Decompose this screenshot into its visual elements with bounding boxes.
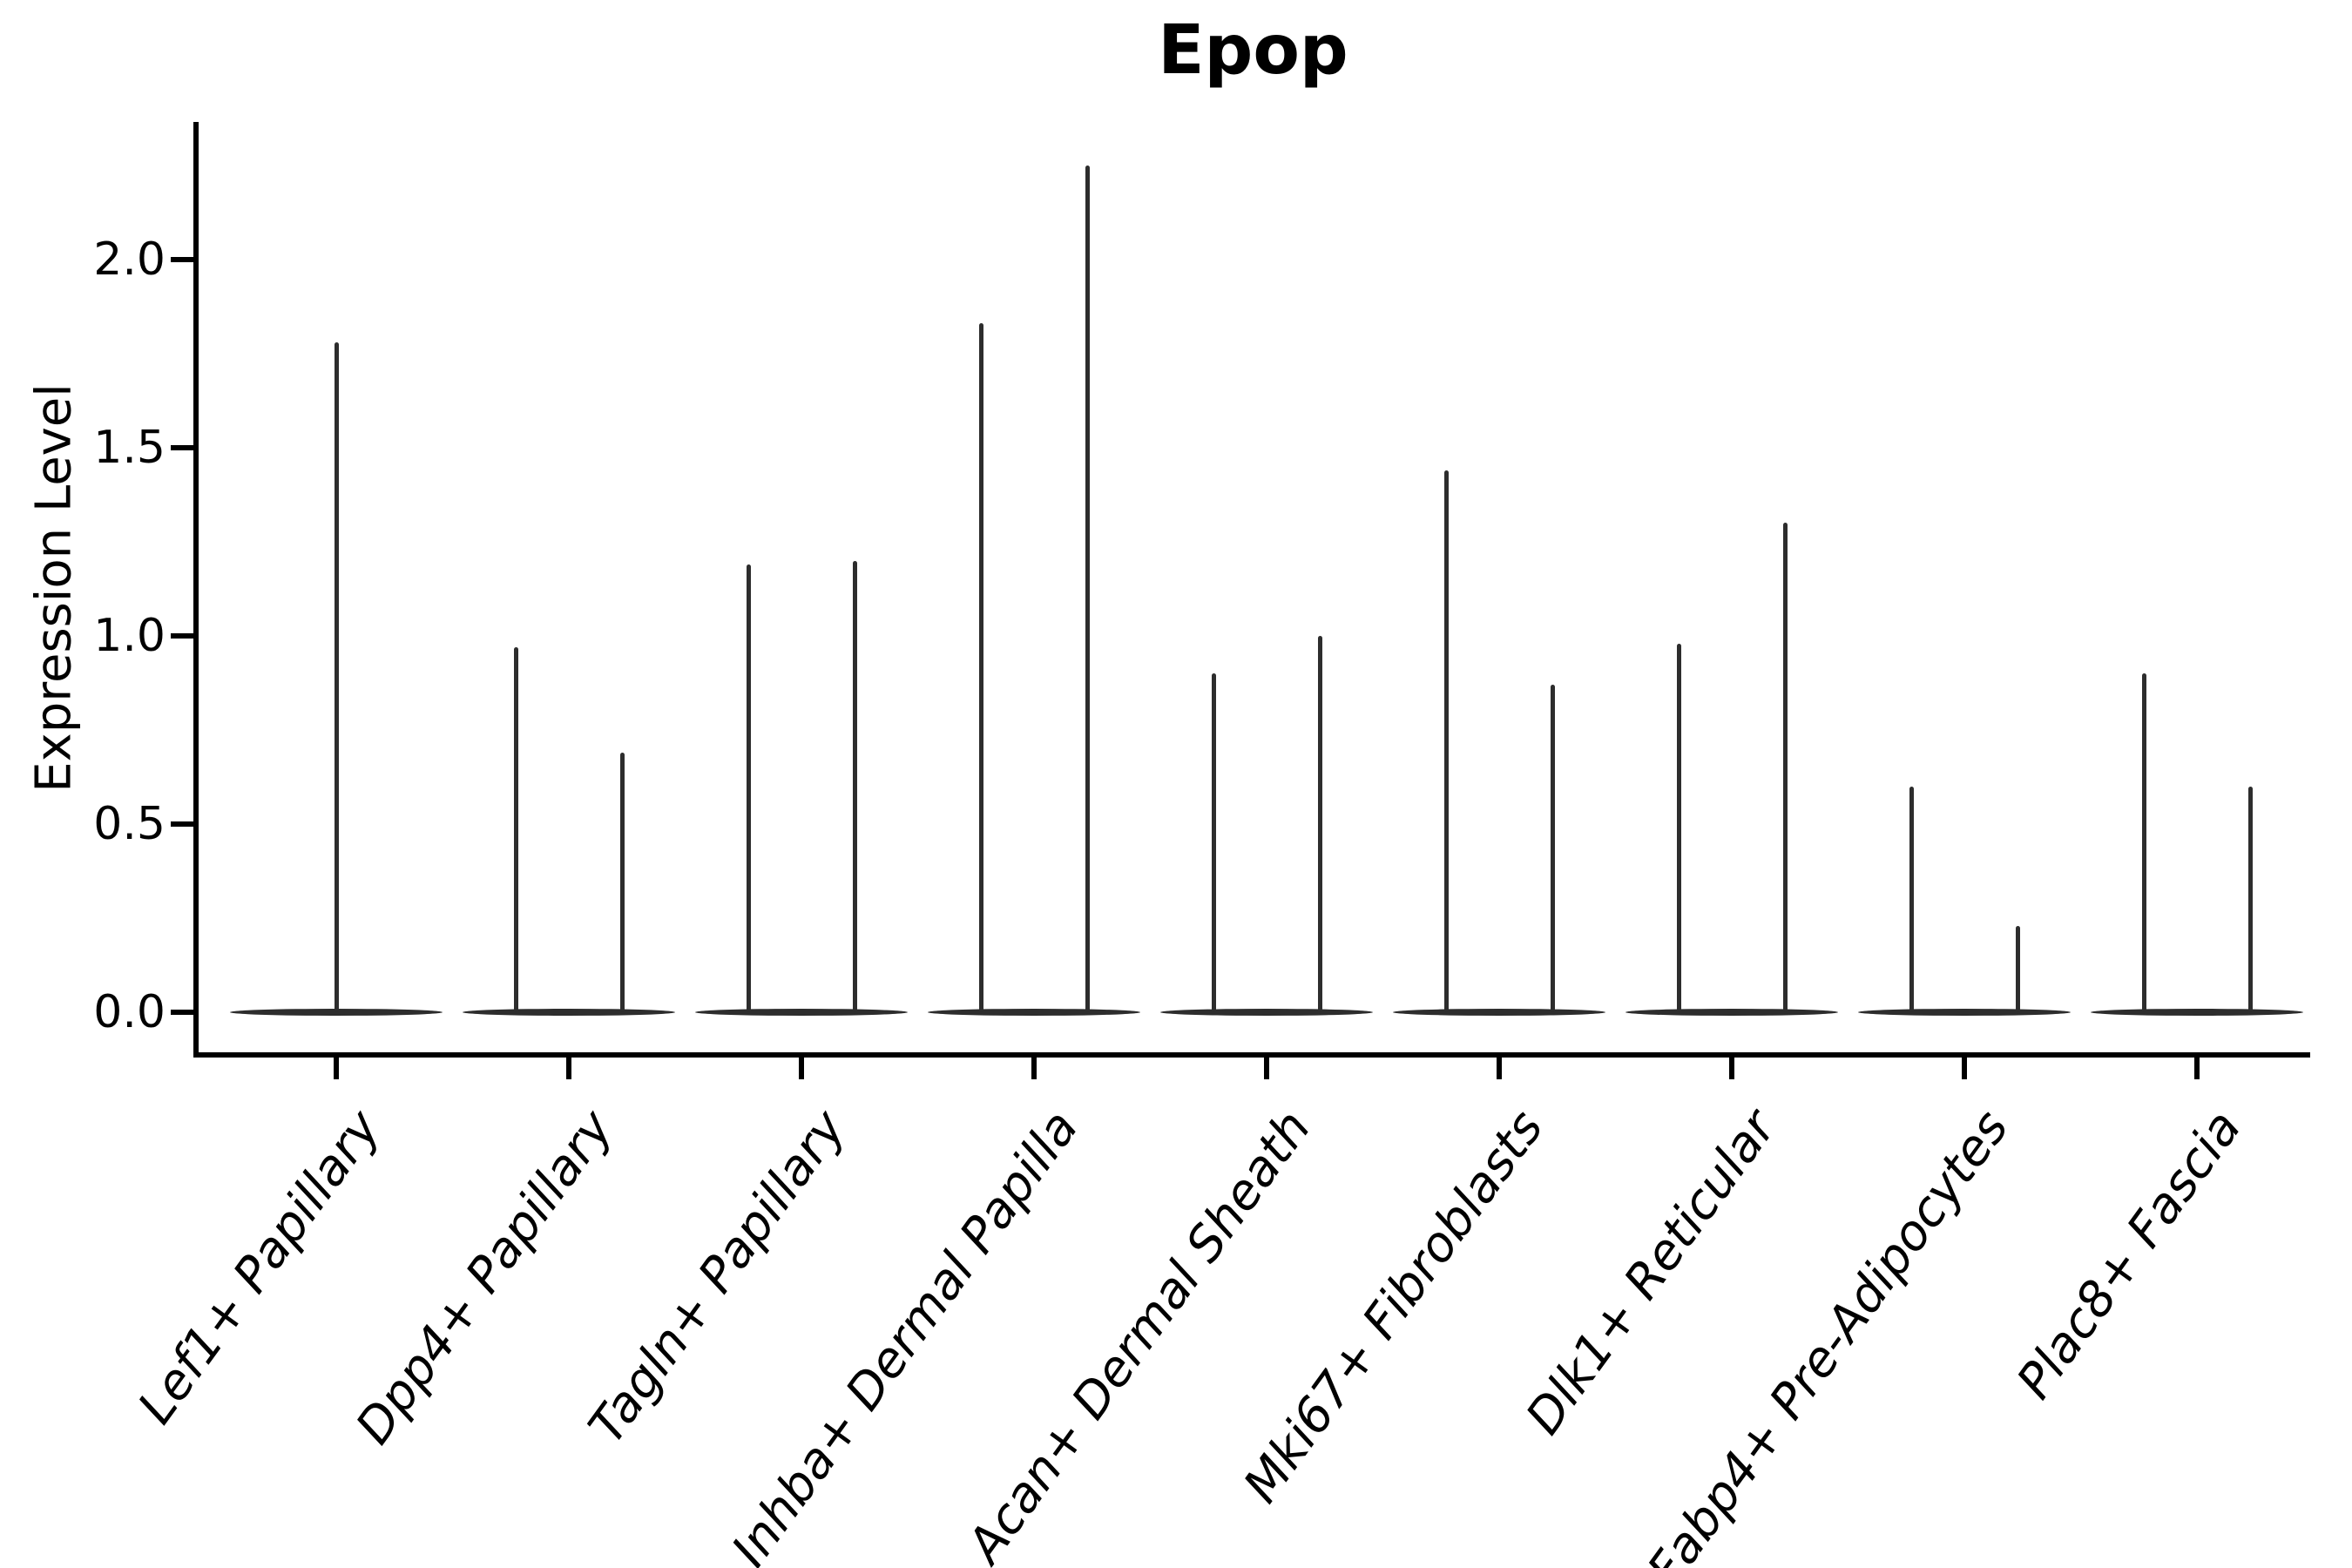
violin-spike <box>619 752 625 1012</box>
violin-spike <box>1782 523 1788 1012</box>
x-tick <box>1031 1058 1037 1079</box>
violin-spike <box>334 342 339 1012</box>
violin-spike <box>1317 636 1322 1012</box>
x-tick-label: Tagln+ Papillary <box>578 1100 857 1455</box>
violin-spike <box>1909 786 1914 1012</box>
y-tick-label: 0.5 <box>93 798 166 850</box>
violin-spike <box>2247 786 2253 1012</box>
violin-spike <box>513 646 518 1012</box>
y-tick <box>171 633 193 639</box>
x-tick-label: Lef1+ Papillary <box>127 1100 392 1435</box>
y-tick-label: 1.0 <box>93 610 166 662</box>
x-tick-label: Dlk1+ Reticular <box>1515 1100 1788 1445</box>
violin-spike <box>1676 643 1681 1012</box>
violin-spike <box>1550 685 1555 1012</box>
x-axis-spine <box>193 1052 2310 1058</box>
violin-spike <box>852 560 857 1012</box>
x-tick <box>799 1058 804 1079</box>
violin-base <box>695 1009 908 1016</box>
violin-base <box>928 1009 1140 1016</box>
violin-spike <box>978 323 983 1012</box>
y-tick-label: 1.5 <box>93 422 166 474</box>
violin-base <box>1625 1009 1838 1016</box>
x-tick <box>1729 1058 1734 1079</box>
x-tick <box>2194 1058 2200 1079</box>
y-axis-spine <box>193 122 199 1058</box>
y-tick <box>171 257 193 262</box>
violin-base <box>1160 1009 1373 1016</box>
x-tick <box>1962 1058 1967 1079</box>
x-tick <box>1264 1058 1269 1079</box>
violin-spike <box>1211 673 1216 1012</box>
violin-base <box>230 1009 443 1016</box>
y-tick <box>171 821 193 827</box>
violin-spike <box>1085 166 1090 1012</box>
violin-spike <box>1443 470 1449 1012</box>
violin-spike <box>746 564 751 1012</box>
violin-base <box>1858 1009 2071 1016</box>
y-tick <box>171 445 193 450</box>
x-tick <box>566 1058 571 1079</box>
violin-spike <box>2141 673 2146 1012</box>
x-tick-label: Plac8+ Fascia <box>2006 1100 2253 1409</box>
y-tick <box>171 1010 193 1015</box>
x-tick-label: Dpp4+ Papillary <box>345 1100 625 1455</box>
x-tick <box>334 1058 339 1079</box>
violin-base <box>1393 1009 1605 1016</box>
violin-base <box>463 1009 675 1016</box>
y-tick-label: 0.0 <box>93 986 166 1038</box>
y-tick-label: 2.0 <box>93 233 166 286</box>
violin-base <box>2091 1009 2303 1016</box>
violin-spike <box>2015 925 2020 1012</box>
x-tick <box>1497 1058 1502 1079</box>
chart-title: Epop <box>1158 11 1348 90</box>
